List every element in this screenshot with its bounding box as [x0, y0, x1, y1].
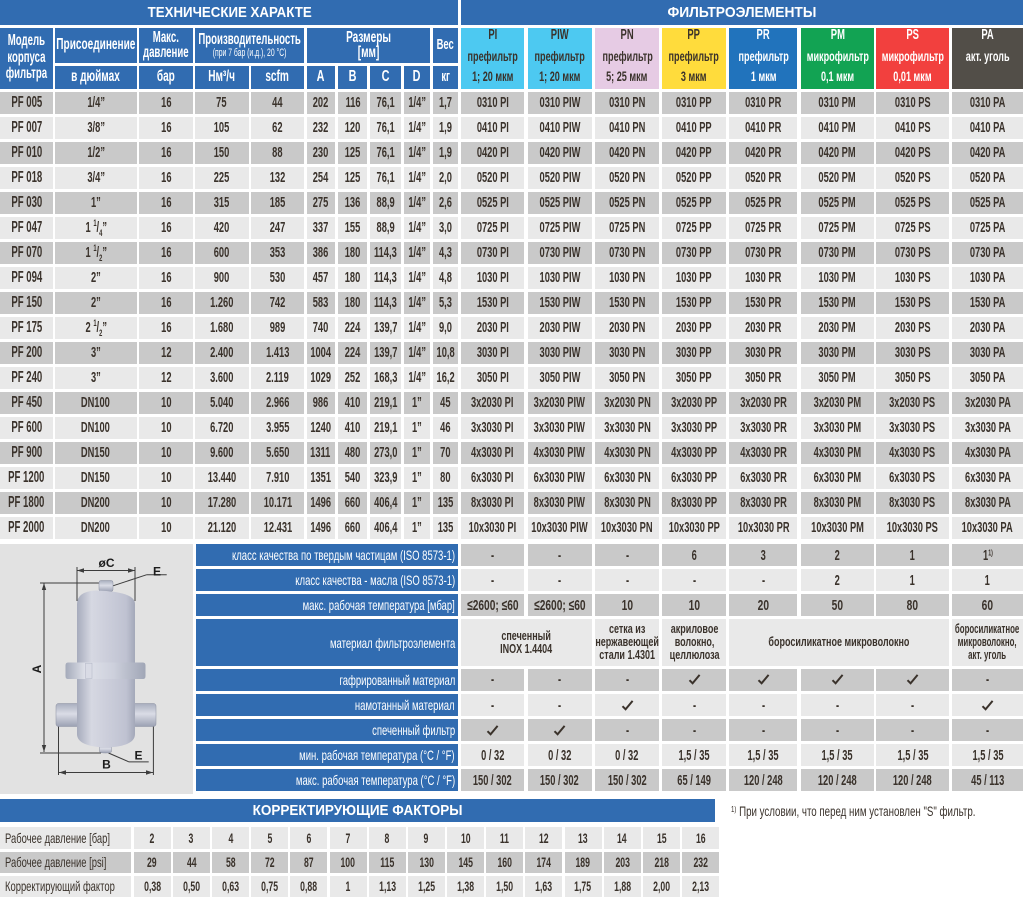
- svg-text:A: A: [30, 664, 44, 673]
- svg-text:B: B: [102, 758, 111, 772]
- svg-text:E: E: [134, 749, 142, 763]
- svg-text:øC: øC: [99, 556, 115, 570]
- svg-text:E: E: [153, 565, 161, 579]
